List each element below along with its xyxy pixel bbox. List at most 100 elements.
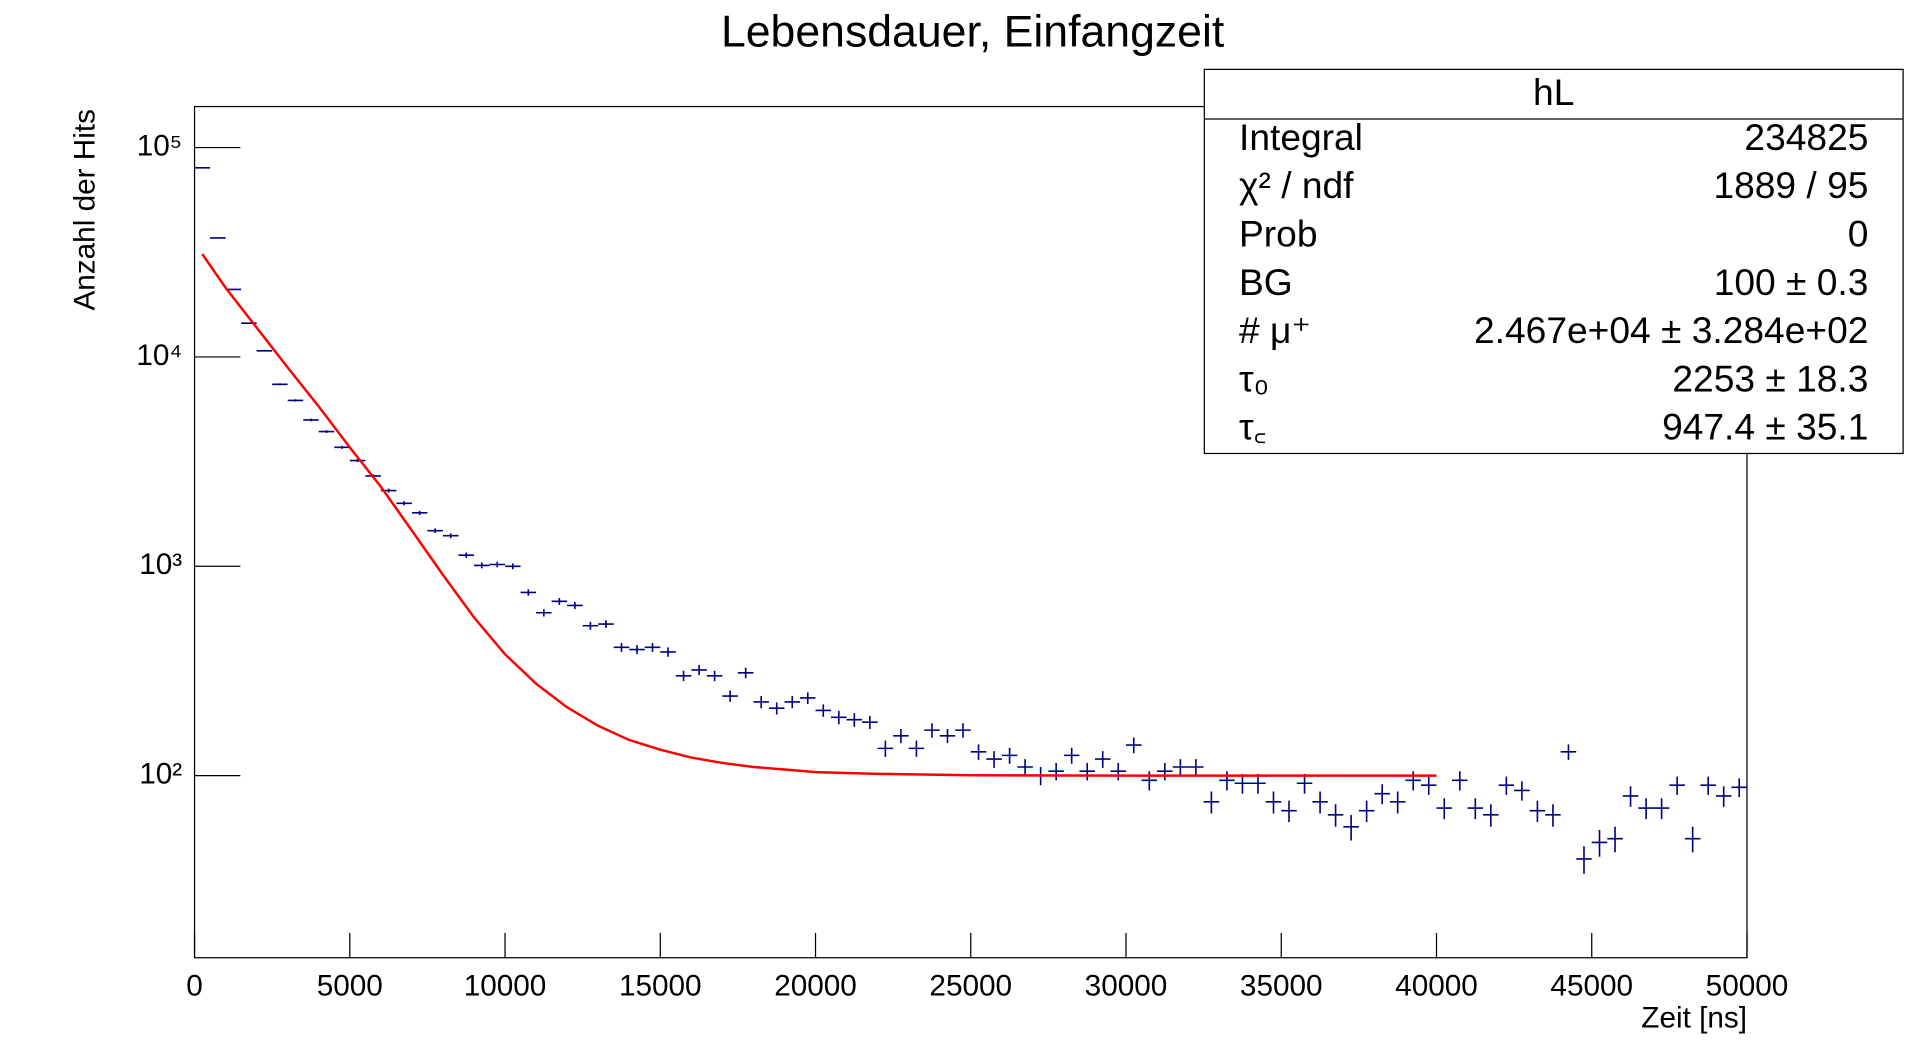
histogram-bin bbox=[893, 729, 909, 744]
histogram-bin bbox=[1514, 781, 1530, 801]
histogram-bin bbox=[1157, 762, 1173, 781]
histogram-bin bbox=[1529, 800, 1546, 823]
x-tick-label: 50000 bbox=[1706, 969, 1789, 1002]
histogram-bin bbox=[1234, 773, 1251, 794]
stats-label: Prob bbox=[1239, 212, 1318, 254]
histogram-bin bbox=[706, 670, 723, 682]
stats-label: τ꜀ bbox=[1239, 406, 1267, 448]
x-tick-label: 40000 bbox=[1395, 969, 1478, 1002]
histogram-bin bbox=[768, 702, 785, 715]
histogram-bin bbox=[753, 696, 769, 709]
histogram-bin bbox=[908, 740, 925, 757]
histogram-bin bbox=[1498, 776, 1515, 795]
histogram-bin bbox=[924, 723, 940, 738]
fit-curve bbox=[201, 253, 1437, 777]
histogram-bin bbox=[427, 528, 443, 534]
histogram-bin bbox=[629, 645, 645, 655]
histogram-bin bbox=[1374, 784, 1390, 805]
histogram-bin bbox=[784, 696, 801, 709]
histogram-bin bbox=[1669, 776, 1685, 795]
histogram-bin bbox=[536, 609, 552, 617]
histogram-bin bbox=[846, 713, 863, 727]
histogram-bin bbox=[1467, 798, 1484, 820]
histogram-bin bbox=[582, 621, 599, 630]
histogram-bin bbox=[1001, 747, 1018, 764]
histogram-bin bbox=[1063, 747, 1080, 764]
y-tick-label: 10² bbox=[139, 758, 182, 791]
histogram-bin bbox=[1638, 798, 1654, 820]
histogram-bin bbox=[722, 690, 738, 702]
histogram-bin bbox=[567, 602, 583, 610]
histogram-bin bbox=[1172, 759, 1189, 776]
histogram-bin bbox=[1203, 791, 1220, 814]
stats-label: τ₀ bbox=[1239, 357, 1269, 399]
x-tick-label: 35000 bbox=[1240, 969, 1323, 1002]
stats-box: hL Integral 234825 χ² / ndf 1889 / 95 Prob 0 B… bbox=[1203, 68, 1904, 455]
histogram-bin bbox=[334, 445, 350, 449]
histogram-bin bbox=[1436, 798, 1453, 820]
x-tick-label: 10000 bbox=[464, 969, 547, 1002]
histogram-bin bbox=[272, 383, 288, 386]
x-tick-label: 20000 bbox=[774, 969, 857, 1002]
histogram-bin bbox=[986, 751, 1002, 768]
histogram-bin bbox=[349, 458, 366, 463]
histogram-bin bbox=[1017, 759, 1033, 776]
stats-label: BG bbox=[1239, 261, 1293, 303]
stats-title: hL bbox=[1533, 71, 1574, 113]
histogram-bin bbox=[1576, 846, 1592, 874]
x-tick-label: 15000 bbox=[619, 969, 702, 1002]
y-tick-label: 10³ bbox=[139, 548, 182, 581]
histogram-bin bbox=[303, 418, 319, 422]
stats-frame bbox=[1203, 68, 1904, 455]
histogram-bin bbox=[1420, 776, 1437, 795]
histogram-bin bbox=[660, 647, 676, 657]
histogram-bin bbox=[800, 692, 816, 704]
x-tick-label: 30000 bbox=[1085, 969, 1168, 1002]
histogram-bin bbox=[1358, 800, 1375, 823]
histogram-bin bbox=[1452, 771, 1468, 791]
chart-title: Lebensdauer, Einfangzeit bbox=[721, 7, 1225, 56]
histogram-bin bbox=[1591, 830, 1608, 857]
histogram-bin bbox=[1715, 786, 1732, 807]
stats-label: χ² / ndf bbox=[1239, 164, 1354, 206]
stats-value: 2.467e+04 ± 3.284e+02 bbox=[1474, 309, 1868, 351]
histogram-bin bbox=[955, 723, 971, 738]
histogram-bin bbox=[1653, 798, 1670, 820]
y-axis-label: Anzahl der Hits bbox=[69, 109, 102, 311]
histogram-bin bbox=[1622, 786, 1639, 807]
stats-value: 1889 / 95 bbox=[1713, 164, 1868, 206]
x-tick-label: 0 bbox=[186, 969, 203, 1002]
histogram-bin bbox=[396, 501, 412, 506]
histogram-bin bbox=[1250, 773, 1266, 794]
stats-value: 100 ± 0.3 bbox=[1714, 261, 1869, 303]
histogram-bin bbox=[970, 744, 987, 760]
histogram-bin bbox=[598, 620, 614, 629]
histogram-bin bbox=[458, 552, 474, 558]
histogram-bin bbox=[815, 704, 832, 717]
histogram-bin bbox=[1483, 804, 1499, 827]
histogram-bin bbox=[1188, 759, 1204, 776]
histogram-bin bbox=[831, 710, 847, 725]
histogram-bin bbox=[691, 664, 707, 676]
stats-value: 0 bbox=[1848, 212, 1869, 254]
stats-value: 947.4 ± 35.1 bbox=[1662, 406, 1868, 448]
histogram-bin bbox=[1545, 804, 1561, 827]
y-tick-label: 10⁵ bbox=[137, 129, 182, 162]
histogram-bin bbox=[210, 237, 226, 239]
x-tick-label: 25000 bbox=[929, 969, 1012, 1002]
histogram-bin bbox=[411, 510, 428, 515]
histogram-bin bbox=[1343, 814, 1359, 841]
histogram-bin bbox=[520, 589, 537, 596]
histogram-bin bbox=[505, 563, 521, 570]
histogram-bin bbox=[1389, 791, 1406, 814]
histogram-bin bbox=[318, 430, 335, 433]
stats-label: # μ⁺ bbox=[1239, 309, 1311, 351]
histogram-bin bbox=[551, 597, 568, 605]
histogram-bin bbox=[644, 643, 661, 652]
histogram-bin bbox=[489, 561, 506, 568]
histogram-bin bbox=[1110, 762, 1127, 781]
histogram-bin bbox=[1700, 776, 1716, 795]
histogram-bin bbox=[737, 667, 754, 679]
